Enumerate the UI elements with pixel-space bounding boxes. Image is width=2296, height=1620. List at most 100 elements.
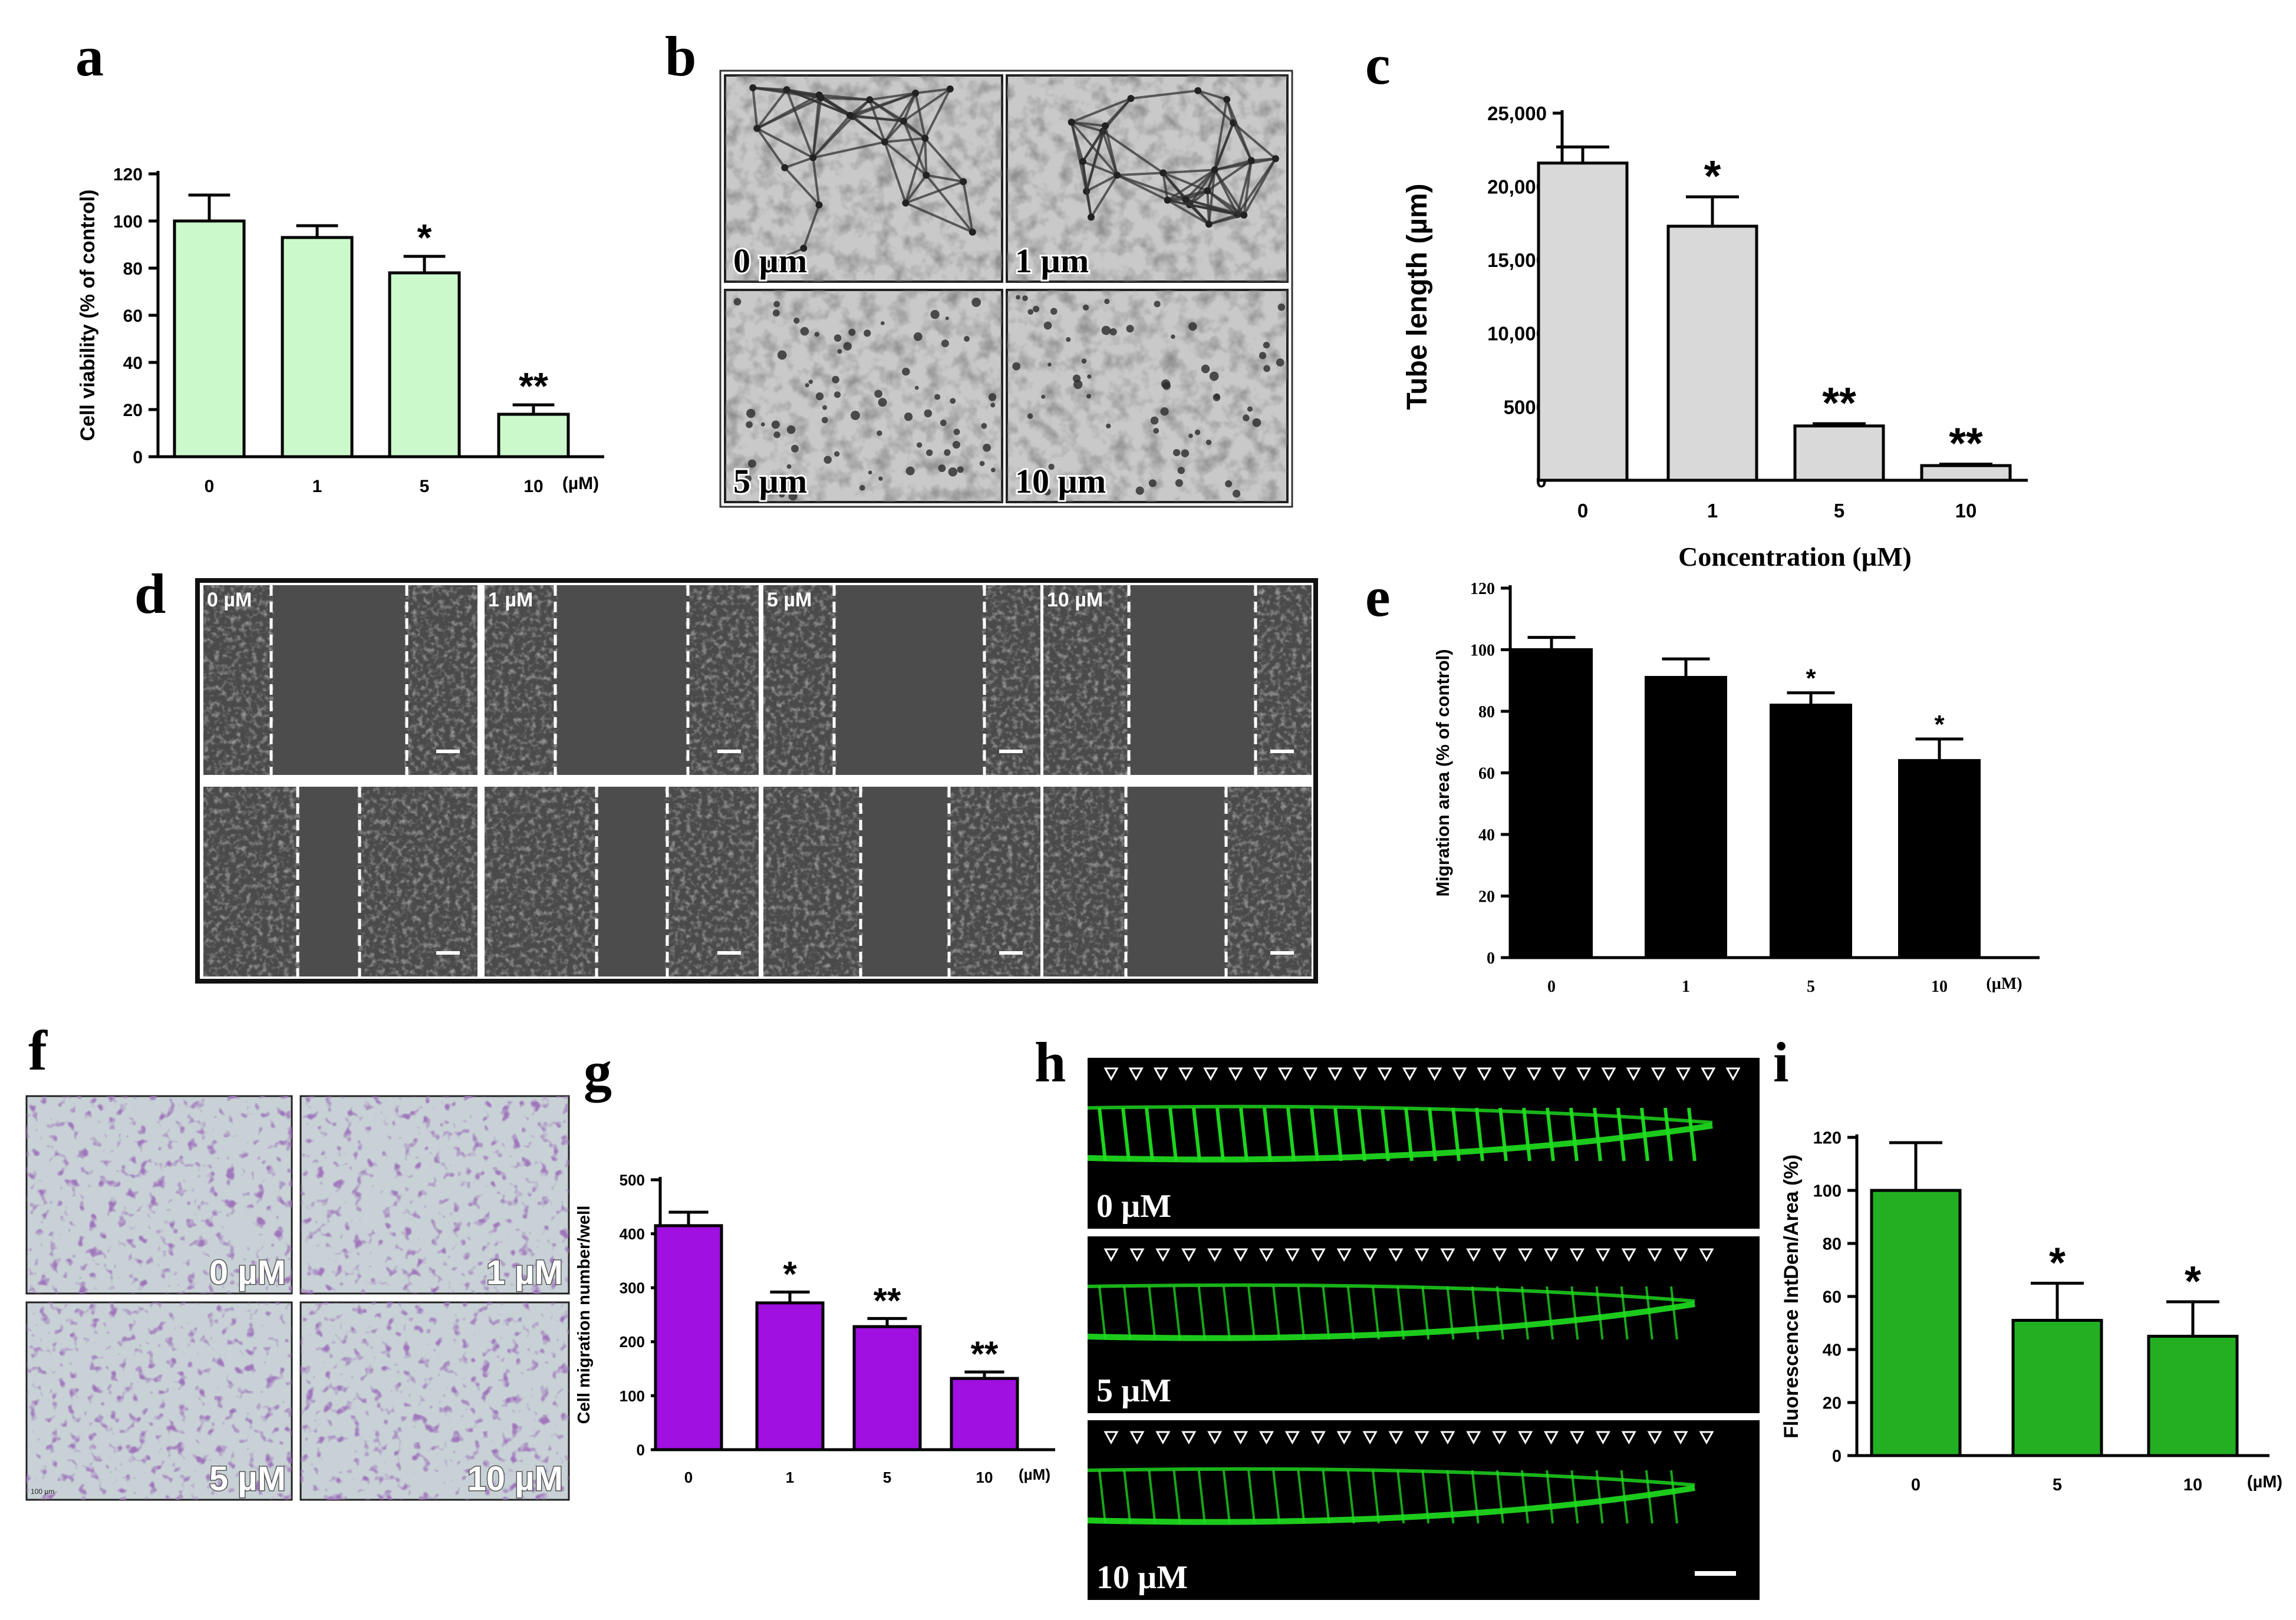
- tube-segment: [924, 88, 951, 139]
- bar: [497, 413, 570, 458]
- tube-segment: [849, 92, 916, 117]
- vessel-arrowhead: [1207, 1248, 1223, 1262]
- cell-node: [817, 94, 825, 102]
- intersegmental-vessel: [1197, 1470, 1206, 1524]
- bar: [1920, 464, 2012, 482]
- cell-cluster: [1041, 394, 1046, 399]
- y-tick-label: 120: [1470, 580, 1495, 598]
- bar: [1793, 424, 1885, 482]
- tube-segment: [1167, 199, 1210, 226]
- cell-node: [781, 164, 789, 171]
- intersegmental-vessel: [1670, 1470, 1678, 1524]
- tube-segment: [1070, 121, 1084, 162]
- tube-segment: [884, 137, 925, 143]
- intersegmental-vessel: [1333, 1107, 1343, 1162]
- vessel-arrowhead: [1259, 1431, 1274, 1445]
- dorsal-vessel: [1087, 1104, 1713, 1124]
- intersegmental-vessel: [1446, 1286, 1455, 1340]
- tube-segment: [802, 204, 821, 249]
- tube-segment: [1206, 190, 1210, 225]
- vessel-arrowhead: [1228, 1067, 1243, 1081]
- intersegmental-vessel: [1498, 1107, 1508, 1162]
- intersegmental-vessel: [1381, 1107, 1390, 1162]
- micrograph-tile: 10 µm: [1006, 289, 1289, 503]
- vessel-arrowhead: [1676, 1067, 1691, 1081]
- cell-cluster: [905, 466, 915, 476]
- cell-cluster: [1047, 362, 1052, 367]
- scratch-gap: [300, 787, 357, 976]
- cell-cluster: [934, 394, 941, 400]
- tube-segment: [786, 88, 851, 117]
- intersegmental-vessel: [1346, 1286, 1355, 1340]
- intersegmental-vessel: [1404, 1107, 1414, 1162]
- bar: [852, 1325, 922, 1451]
- tube-segment: [1207, 170, 1216, 225]
- vessel-arrowhead: [1233, 1248, 1249, 1262]
- vessel-arrowhead: [1569, 1248, 1585, 1262]
- transwell-tile: 1 µM: [299, 1095, 570, 1295]
- cell-cluster: [874, 390, 882, 398]
- cell-cluster: [1043, 488, 1051, 496]
- stained-cells: [27, 1302, 292, 1500]
- cell-cluster: [746, 408, 756, 418]
- cell-node: [960, 178, 967, 186]
- cell-cluster: [1016, 295, 1020, 300]
- cell-cluster: [1263, 341, 1270, 349]
- vessel-arrowhead: [1284, 1248, 1300, 1262]
- intersegmental-vessel: [1421, 1286, 1430, 1340]
- cell-cluster: [1243, 414, 1250, 421]
- micrograph-label: 10 µM: [467, 1460, 563, 1498]
- dorsal-vessel: [1087, 1283, 1695, 1303]
- vessel-arrowhead: [1621, 1431, 1636, 1445]
- vessel-arrowhead: [1518, 1248, 1533, 1262]
- vessel-arrowhead: [1259, 1248, 1274, 1262]
- cell-cluster: [1205, 440, 1212, 446]
- vessel-arrowhead: [1414, 1248, 1429, 1262]
- cell-node: [1240, 211, 1248, 219]
- intersegmental-vessel: [1595, 1470, 1604, 1524]
- intersegmental-vessel: [1371, 1470, 1380, 1524]
- tube-segment: [1086, 174, 1118, 193]
- tube-segment: [902, 93, 917, 122]
- significance-mark: **: [874, 1281, 901, 1320]
- vessel-arrowhead: [1310, 1431, 1326, 1445]
- cell-cluster: [1175, 479, 1183, 487]
- scratch-gap: [558, 585, 686, 775]
- panel-label-e: e: [1365, 565, 1391, 628]
- chart-e: 0 20 40 60 80 100 120 0 1 * 5 * 10 (µM) Migration area…: [1432, 580, 2040, 996]
- tube-segment: [925, 174, 974, 233]
- intersegmental-vessel: [1148, 1470, 1157, 1524]
- vessel-arrowhead: [1128, 1067, 1144, 1081]
- cell-cluster: [878, 476, 883, 481]
- tube-segment: [884, 120, 905, 143]
- vessel-arrowhead: [1647, 1248, 1662, 1262]
- significance-mark: *: [783, 1255, 797, 1294]
- intersegmental-vessel: [1121, 1107, 1131, 1162]
- vessel-arrowhead: [1388, 1248, 1404, 1262]
- y-tick-label: 20,000: [1487, 176, 1547, 197]
- cell-cluster: [926, 449, 933, 456]
- cell-cluster: [786, 464, 792, 469]
- cell-cluster: [1033, 305, 1040, 312]
- cell-cluster: [945, 316, 949, 321]
- cell-node: [923, 171, 930, 179]
- intersegmental-vessel: [1098, 1107, 1107, 1162]
- intersegmental-vessel: [1471, 1286, 1480, 1340]
- intersegmental-vessel: [1168, 1107, 1178, 1162]
- cell-cluster: [760, 422, 765, 427]
- intersegmental-vessel: [1123, 1286, 1132, 1340]
- cell-node: [765, 260, 773, 268]
- vessel-arrowhead: [1621, 1248, 1636, 1262]
- cell-cluster: [1194, 429, 1201, 435]
- cell-node: [900, 117, 907, 125]
- vessel-arrowhead: [1181, 1248, 1197, 1262]
- cell-cluster: [823, 456, 832, 464]
- tube-segment: [768, 247, 805, 265]
- cell-cluster: [979, 461, 985, 466]
- y-tick-label: 15,000: [1487, 249, 1547, 271]
- cell-cluster: [950, 398, 956, 404]
- cell-cluster: [805, 383, 809, 388]
- tube-segment: [1131, 89, 1198, 100]
- cell-cluster: [851, 411, 860, 420]
- intersegmental-vessel: [1371, 1286, 1380, 1340]
